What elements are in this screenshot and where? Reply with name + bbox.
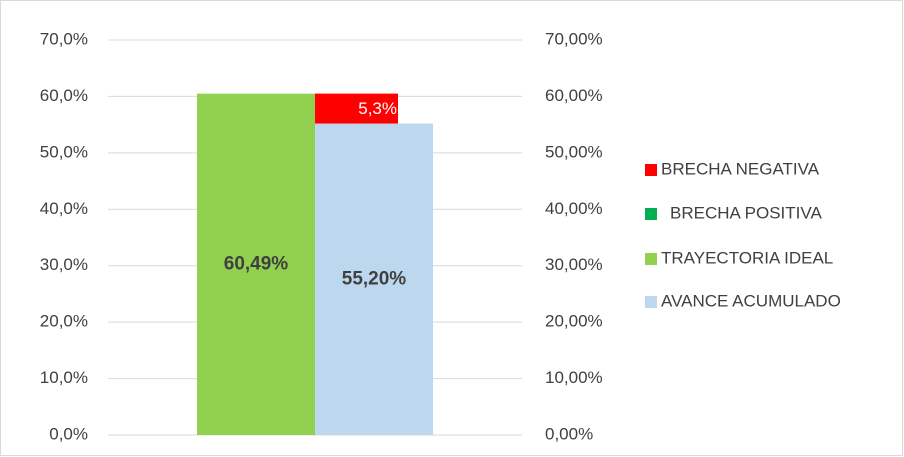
- legend-label: AVANCE ACUMULADO: [661, 291, 841, 310]
- y-tick-label: 30,0%: [40, 255, 88, 274]
- legend-swatch: [645, 296, 657, 308]
- y2-tick-label: 10,00%: [545, 368, 603, 387]
- legend-swatch: [645, 253, 657, 265]
- y-tick-label: 40,0%: [40, 199, 88, 218]
- y-tick-label: 70,0%: [40, 29, 88, 48]
- bar: [315, 123, 433, 435]
- legend-swatch: [645, 208, 657, 220]
- y2-tick-label: 40,00%: [545, 199, 603, 218]
- y2-tick-label: 60,00%: [545, 86, 603, 105]
- data-label: 55,20%: [342, 268, 407, 289]
- legend-label: BRECHA POSITIVA: [670, 203, 822, 222]
- bar: [315, 93, 398, 124]
- y-tick-label: 60,0%: [40, 86, 88, 105]
- y2-tick-label: 50,00%: [545, 142, 603, 161]
- y-tick-label: 10,0%: [40, 368, 88, 387]
- bar: [197, 93, 315, 435]
- y2-tick-label: 70,00%: [545, 29, 603, 48]
- y-tick-label: 50,0%: [40, 142, 88, 161]
- y2-tick-label: 30,00%: [545, 255, 603, 274]
- data-label: 60,49%: [224, 253, 289, 274]
- data-label: 5,3%: [358, 99, 397, 118]
- y-tick-label: 0,0%: [49, 424, 88, 443]
- y-tick-label: 20,0%: [40, 312, 88, 331]
- legend-label: BRECHA NEGATIVA: [661, 159, 820, 178]
- legend-label: TRAYECTORIA IDEAL: [661, 248, 833, 267]
- legend-swatch: [645, 164, 657, 176]
- y2-tick-label: 20,00%: [545, 312, 603, 331]
- y2-tick-label: 0,00%: [545, 424, 593, 443]
